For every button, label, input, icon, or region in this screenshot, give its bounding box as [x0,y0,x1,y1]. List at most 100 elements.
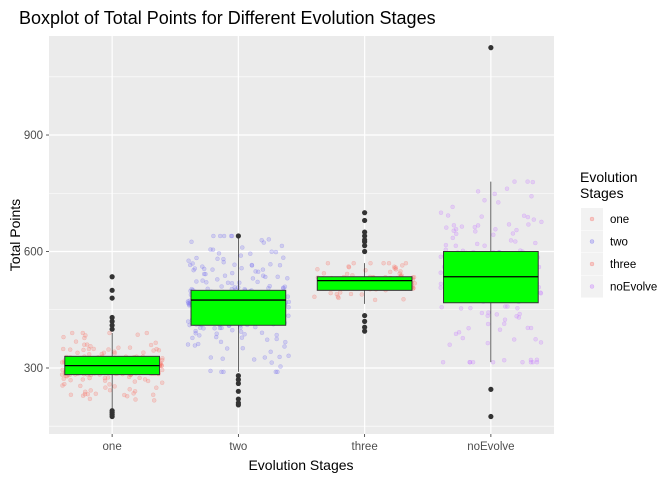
jitter-point [190,335,195,341]
jitter-point [472,224,478,230]
jitter-point [525,214,531,220]
jitter-point [283,339,288,345]
jitter-point [219,369,224,375]
jitter-point [277,354,282,360]
jitter-point [229,233,235,239]
jitter-point [392,266,397,271]
jitter-point [285,276,290,281]
jitter-point [102,378,108,383]
jitter-point [445,213,451,218]
jitter-point [450,204,455,210]
jitter-point [269,249,274,254]
jitter-point [81,347,86,353]
jitter-point [512,179,517,184]
y-tick-label: 600 [24,247,43,259]
legend-key-point [589,261,595,267]
legend-label: three [610,259,636,271]
outlier-point [235,373,241,379]
jitter-point [539,219,544,225]
legend-key-background [581,275,603,298]
jitter-point [203,271,208,277]
jitter-point [520,359,525,365]
jitter-point [286,305,291,310]
jitter-point [274,332,279,338]
jitter-point [438,254,444,260]
jitter-point [255,269,261,275]
jitter-point [185,300,191,306]
jitter-point [192,343,198,348]
jitter-point [504,186,510,191]
jitter-point [194,279,199,284]
jitter-point [218,339,224,345]
outlier-point [235,396,241,402]
y-tick-label: 300 [24,363,43,375]
jitter-point [497,327,503,332]
outlier-point [362,248,368,255]
jitter-point [453,231,459,237]
jitter-point [107,387,113,393]
jitter-point [135,332,140,337]
outlier-point [109,318,115,324]
jitter-point [386,260,392,266]
jitter-point [348,291,354,297]
jitter-point [273,369,279,375]
box-one [64,274,160,420]
jitter-point [363,268,368,273]
jitter-point [444,225,449,230]
jitter-point [255,279,260,285]
jitter-point [482,243,487,248]
legend-key-one [581,208,603,230]
jitter-point [261,240,267,245]
jitter-point [321,271,327,276]
jitter-point [274,336,279,342]
jitter-point [200,264,205,269]
jitter-point [525,325,531,331]
jitter-point [275,274,280,280]
outlier-point [235,233,241,239]
jitter-point [232,262,237,267]
outlier-point [235,380,241,387]
jitter-point [490,359,496,365]
jitter-point [107,382,112,387]
outlier-point [362,229,368,235]
jitter-point [530,179,536,185]
jitter-point [60,383,65,388]
jitter-point [238,329,244,334]
jitter-point [315,267,320,272]
jitter-point [533,337,538,342]
jitter-point [248,251,253,256]
jitter-point [59,360,65,365]
jitter-point [156,348,162,353]
jitter-point [335,294,341,299]
jitter-point [87,375,92,381]
jitter-point [286,353,291,359]
jitter-point [185,319,191,324]
outlier-point [109,287,115,293]
jitter-point [277,262,283,268]
jitter-point [475,223,481,228]
jitter-point [397,271,402,276]
jitter-point [88,344,93,349]
jitter-point [105,375,111,380]
jitter-point [78,383,83,389]
jitter-point [281,255,286,260]
jitter-point [263,274,268,280]
jitter-point [468,305,473,311]
jitter-point [525,179,530,184]
jitter-point [219,325,224,331]
x-axis: one two three noEvolve [103,434,515,453]
jitter-point [474,241,480,247]
legend-key-two [581,230,603,253]
jitter-point [131,391,136,396]
jitter-point [259,330,265,336]
jitter-point [88,388,93,393]
jitter-point [393,267,399,272]
jitter-point [215,277,220,282]
jitter-point [456,330,462,335]
outlier-point [362,324,368,330]
jitter-point [266,286,271,291]
jitter-point [496,200,501,205]
y-axis-title: Total Points [7,199,23,271]
jitter-point [159,357,165,363]
